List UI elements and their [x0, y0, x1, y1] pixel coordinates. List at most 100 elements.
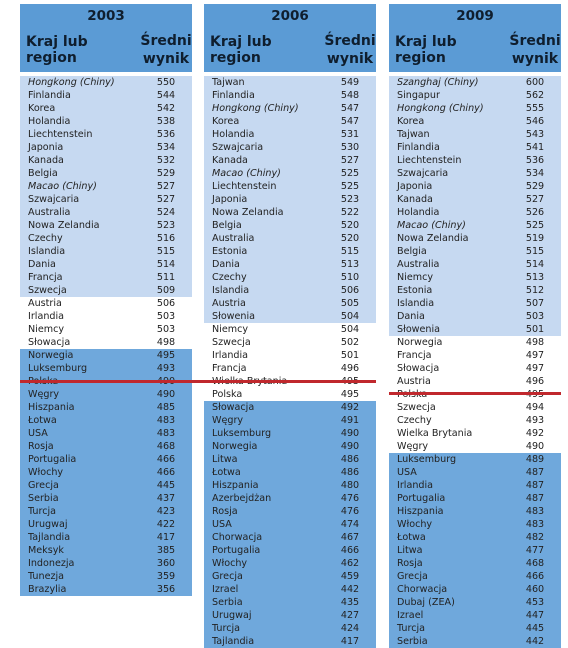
country-name: Estonia [397, 285, 433, 296]
table-header: 2006 Kraj lub region Średni wynik [204, 4, 376, 72]
mean-score: 474 [340, 519, 360, 530]
mean-score: 498 [525, 337, 545, 348]
country-name: Finlandia [212, 90, 255, 101]
mean-score: 525 [525, 220, 545, 231]
table-row: Niemcy 504 [204, 323, 376, 336]
table-row: Portugalia 466 [20, 453, 192, 466]
mean-score: 550 [156, 77, 176, 88]
table-row: Macao (Chiny) 525 [204, 167, 376, 180]
mean-score: 356 [156, 584, 176, 595]
table-row: Nowa Zelandia 522 [204, 206, 376, 219]
table-row: Irlandia 503 [20, 310, 192, 323]
mean-score: 483 [525, 519, 545, 530]
table-row: Grecja 459 [204, 570, 376, 583]
table-row: Estonia 512 [389, 284, 561, 297]
table-row: Liechtenstein 525 [204, 180, 376, 193]
country-name: Szanghaj (Chiny) [397, 77, 479, 88]
mean-score: 523 [156, 220, 176, 231]
country-name: USA [397, 467, 417, 478]
country-name: Norwegia [212, 441, 258, 452]
mean-score: 435 [340, 597, 360, 608]
table-row: Macao (Chiny) 525 [389, 219, 561, 232]
mean-score: 515 [340, 246, 360, 257]
table-row: Litwa 486 [204, 453, 376, 466]
mean-score: 483 [156, 415, 176, 426]
table-row: Szanghaj (Chiny) 600 [389, 76, 561, 89]
mean-score: 445 [525, 623, 545, 634]
mean-score: 422 [156, 519, 176, 530]
country-name: Niemcy [28, 324, 65, 335]
country-name: Azerbejdżan [212, 493, 272, 504]
country-name: Indonezja [28, 558, 75, 569]
table-row: Słowacja 497 [389, 362, 561, 375]
country-name: Australia [212, 233, 255, 244]
mean-score: 462 [340, 558, 360, 569]
score-column-header: Średni wynik [140, 33, 192, 67]
country-name: Włochy [28, 467, 64, 478]
country-name: Hiszpania [397, 506, 444, 517]
column-headers: Kraj lub region Średni wynik [204, 28, 376, 72]
country-name: Portugalia [28, 454, 77, 465]
table-row: Australia 524 [20, 206, 192, 219]
table-row: Nowa Zelandia 523 [20, 219, 192, 232]
table-row: Izrael 447 [389, 609, 561, 622]
country-name: Hiszpania [28, 402, 75, 413]
table-row: Finlandia 548 [204, 89, 376, 102]
mean-score: 459 [340, 571, 360, 582]
table-row: Irlandia 501 [204, 349, 376, 362]
mean-score: 437 [156, 493, 176, 504]
country-name: Japonia [28, 142, 64, 153]
table-row: Francja 497 [389, 349, 561, 362]
mean-score: 501 [340, 350, 360, 361]
country-name: Węgry [28, 389, 60, 400]
table-row: Estonia 515 [204, 245, 376, 258]
table-2006: 2006 Kraj lub region Średni wynik Tajwan 549 F… [204, 4, 376, 648]
country-name: Austria [28, 298, 62, 309]
mean-score: 525 [340, 168, 360, 179]
mean-score: 477 [525, 545, 545, 556]
table-row: Austria 496 [389, 375, 561, 388]
mean-score: 503 [156, 324, 176, 335]
country-name: Liechtenstein [397, 155, 462, 166]
mean-score: 490 [156, 389, 176, 400]
country-name: Rosja [397, 558, 423, 569]
table-row: Chorwacja 460 [389, 583, 561, 596]
table-row: Serbia 437 [20, 492, 192, 505]
table-row: Norwegia 490 [204, 440, 376, 453]
country-name: Holandia [28, 116, 71, 127]
country-name: Australia [28, 207, 71, 218]
table-row: Serbia 435 [204, 596, 376, 609]
mean-score: 493 [156, 363, 176, 374]
mean-score: 468 [525, 558, 545, 569]
table-row: Islandia 515 [20, 245, 192, 258]
mean-score: 447 [525, 610, 545, 621]
country-name: Tajwan [397, 129, 430, 140]
mean-score: 359 [156, 571, 176, 582]
country-name: Liechtenstein [212, 181, 277, 192]
country-name: Japonia [212, 194, 248, 205]
mean-score: 534 [156, 142, 176, 153]
country-name: Luksemburg [212, 428, 272, 439]
year-label: 2009 [456, 8, 494, 24]
mean-score: 509 [156, 285, 176, 296]
table-row: Tajwan 549 [204, 76, 376, 89]
country-name: Francja [28, 272, 63, 283]
mean-score: 483 [156, 428, 176, 439]
table-row: USA 483 [20, 427, 192, 440]
country-name: Szwecja [212, 337, 251, 348]
mean-score: 516 [156, 233, 176, 244]
average-divider-line [389, 392, 561, 395]
mean-score: 490 [340, 441, 360, 452]
table-row: Hiszpania 480 [204, 479, 376, 492]
table-row: Słowacja 498 [20, 336, 192, 349]
table-row: Rosja 468 [20, 440, 192, 453]
country-name: Węgry [212, 415, 244, 426]
table-row: Włochy 483 [389, 518, 561, 531]
mean-score: 490 [340, 428, 360, 439]
country-name: Włochy [397, 519, 433, 530]
column-headers: Kraj lub region Średni wynik [20, 28, 192, 72]
table-row: Turcja 423 [20, 505, 192, 518]
table-row: Serbia 442 [389, 635, 561, 648]
mean-score: 523 [340, 194, 360, 205]
country-name: Estonia [212, 246, 248, 257]
